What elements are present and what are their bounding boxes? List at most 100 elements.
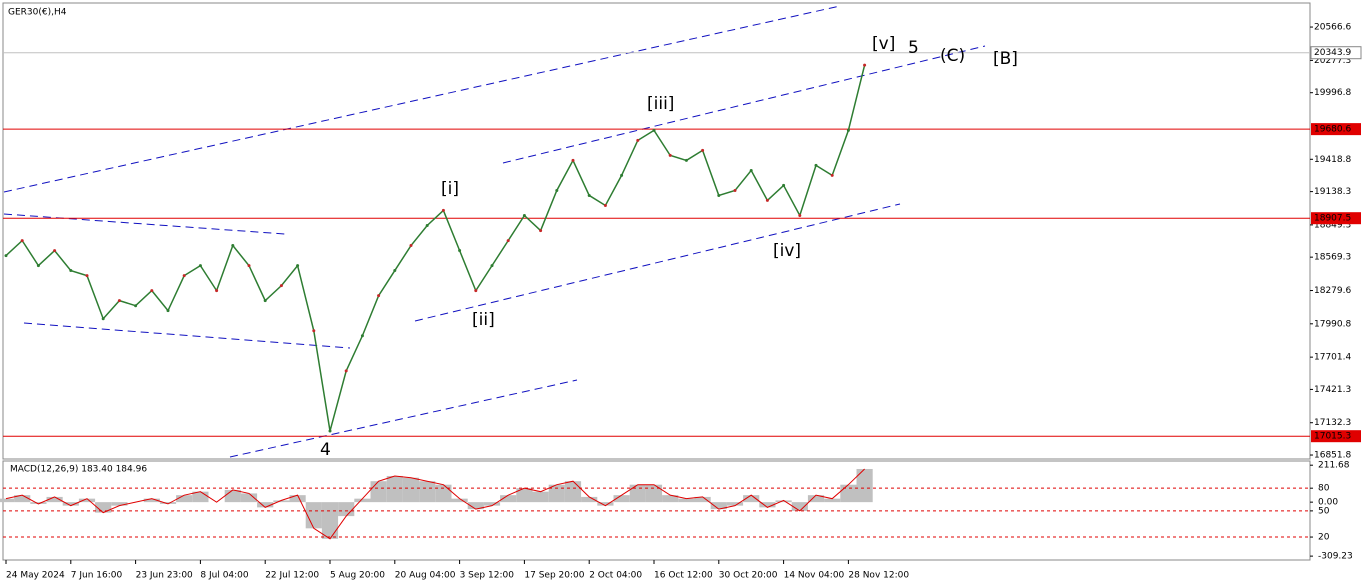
wave-label: [iv] (773, 241, 801, 261)
y-tick-label: 211.68 (1318, 461, 1350, 471)
macd-bar (159, 502, 177, 504)
macd-bar (111, 502, 128, 506)
macd-bar (224, 489, 241, 503)
x-tick-label: 8 Jul 04:00 (200, 571, 249, 581)
y-tick-label: 19418.8 (1314, 155, 1351, 165)
price-point (344, 369, 348, 373)
price-point (701, 148, 705, 152)
macd-bar (62, 502, 79, 506)
x-tick-label: 24 May 2024 (6, 571, 65, 581)
main-frame (2, 2, 1311, 460)
macd-bar (14, 495, 31, 503)
wave-label: (C) (940, 46, 965, 66)
macd-bar (30, 502, 47, 504)
price-point (20, 239, 24, 243)
price-point (231, 244, 235, 248)
macd-bar (613, 495, 630, 503)
y-tick-label: 20566.6 (1314, 23, 1351, 33)
price-point (377, 294, 381, 298)
macd-bar (176, 495, 193, 503)
macd-bar (807, 495, 825, 503)
price-point (506, 239, 510, 243)
macd-bar (257, 502, 274, 508)
macd-bar (645, 484, 663, 503)
price-point (4, 254, 8, 258)
price-point (571, 158, 575, 162)
price-point (150, 289, 154, 293)
price-point (846, 128, 850, 132)
price-point (539, 229, 543, 233)
price-point (409, 244, 413, 248)
level-label: 19680.6 (1314, 125, 1351, 135)
macd-bar (370, 481, 387, 503)
price-point (198, 264, 202, 268)
price-point (101, 317, 105, 321)
price-point (765, 198, 769, 202)
price-point (312, 329, 316, 333)
y-tick-label: 50 (1318, 506, 1330, 516)
price-point (425, 224, 429, 228)
macd-bar (467, 502, 484, 510)
price-point (830, 173, 834, 177)
macd-bar (840, 484, 857, 503)
wave-label: 5 (908, 38, 919, 58)
macd-bar (321, 502, 339, 539)
macd-bar (759, 502, 776, 508)
macd-bar (662, 495, 679, 503)
price-point (247, 264, 251, 268)
wave-label: [ii] (472, 310, 495, 330)
level-tag (1311, 430, 1361, 443)
y-tick-label: 20 (1318, 533, 1330, 543)
macd-bar (824, 498, 841, 503)
macd-bar (710, 502, 727, 510)
y-tick-label: 16851.8 (1314, 451, 1351, 461)
y-tick-label: 17701.4 (1314, 353, 1351, 363)
macd-bar (354, 498, 371, 503)
macd-bar (305, 502, 322, 529)
macd-bar (678, 498, 695, 503)
current-price-tag (1310, 46, 1362, 60)
macd-bar (581, 496, 598, 503)
macd-bar (597, 502, 614, 506)
y-tick-label: 0.00 (1318, 498, 1338, 508)
trend-line (3, 5, 841, 193)
y-tick-label: 17990.8 (1314, 319, 1351, 329)
y-tick-label: 19996.8 (1314, 88, 1351, 98)
trend-line (3, 213, 286, 235)
y-tick-label: 18279.6 (1314, 286, 1351, 296)
price-point (733, 188, 737, 192)
price-point (863, 63, 867, 67)
x-tick-label: 22 Jul 12:00 (265, 571, 319, 581)
x-tick-label: 20 Aug 04:00 (395, 571, 456, 581)
macd-bar (78, 498, 96, 503)
x-tick-label: 28 Nov 12:00 (848, 571, 909, 581)
trend-line (414, 203, 901, 322)
macd-bar (564, 481, 582, 503)
price-point (441, 208, 445, 212)
macd-bar (273, 500, 290, 503)
y-tick-label: 17421.3 (1314, 385, 1351, 395)
x-tick-label: 23 Jun 23:00 (136, 571, 193, 581)
macd-bar (338, 502, 355, 517)
wave-label: [i] (441, 179, 459, 199)
price-line (5, 64, 866, 432)
y-tick-label: 18569.3 (1314, 253, 1351, 263)
price-point (117, 299, 121, 303)
price-point (182, 274, 186, 278)
x-tick-label: 17 Sep 20:00 (524, 571, 584, 581)
macd-bar (743, 495, 760, 503)
macd-bar (289, 495, 306, 503)
macd-signal (5, 468, 865, 540)
macd-bar (435, 484, 452, 503)
level-label: 18907.5 (1314, 214, 1351, 224)
x-tick-label: 2 Oct 04:00 (589, 571, 642, 581)
price-point (620, 173, 624, 177)
macd-bar (192, 491, 209, 503)
level-label: 17015.3 (1314, 432, 1351, 442)
price-point (85, 274, 89, 278)
y-tick-label: -309.23 (1318, 552, 1353, 562)
price-point (668, 153, 672, 157)
price-point (652, 128, 656, 132)
trend-lines (3, 5, 986, 458)
